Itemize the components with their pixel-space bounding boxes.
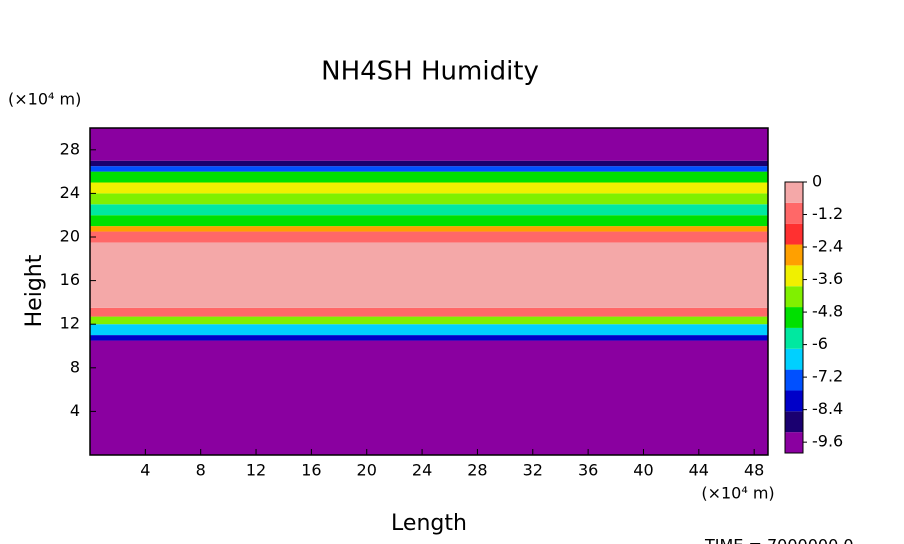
heat-band xyxy=(90,340,768,346)
x-tick-label: 8 xyxy=(196,461,206,480)
heat-band xyxy=(90,324,768,336)
colorbar-swatch xyxy=(785,244,803,266)
colorbar-swatch xyxy=(785,369,803,391)
colorbar-swatch xyxy=(785,307,803,328)
x-tick-label: 44 xyxy=(689,461,709,480)
y-axis-title: Height xyxy=(22,254,47,327)
colorbar-tick-label: -9.6 xyxy=(812,432,843,451)
y-tick-label: 16 xyxy=(60,270,80,289)
colorbar-tick-label: -4.8 xyxy=(812,302,843,321)
heat-band xyxy=(90,204,768,216)
x-tick-label: 36 xyxy=(578,461,598,480)
heat-band xyxy=(90,166,768,172)
heat-band xyxy=(90,215,768,227)
x-tick-label: 20 xyxy=(357,461,377,480)
heat-band xyxy=(90,242,768,308)
heat-band xyxy=(90,193,768,205)
heat-band xyxy=(90,171,768,183)
y-tick-label: 24 xyxy=(60,183,80,202)
colorbar-swatch xyxy=(785,411,803,433)
x-tick-label: 24 xyxy=(412,461,432,480)
y-tick-label: 4 xyxy=(70,401,80,420)
x-tick-label: 28 xyxy=(467,461,487,480)
colorbar-frame xyxy=(784,181,804,454)
chart-title: NH4SH Humidity xyxy=(321,57,539,87)
x-tick-label: 48 xyxy=(744,461,764,480)
y-tick-label: 20 xyxy=(60,227,80,246)
x-tick-label: 32 xyxy=(523,461,543,480)
colorbar-tick-label: -7.2 xyxy=(812,367,843,386)
heat-band xyxy=(90,316,768,325)
colorbar-tick-label: -1.2 xyxy=(812,204,843,223)
heat-band xyxy=(90,226,768,232)
heat-band xyxy=(90,231,768,243)
heat-band xyxy=(90,335,768,341)
y-tick-label: 8 xyxy=(70,357,80,376)
colorbar-swatch xyxy=(785,432,803,453)
colorbar-tick-label: -8.4 xyxy=(812,399,843,418)
x-tick-label: 12 xyxy=(246,461,266,480)
colorbar-tick-label: -6 xyxy=(812,334,828,353)
footer: TIME = 7000000.0 xyxy=(704,536,854,544)
colorbar-tick-label: 0 xyxy=(812,172,822,191)
heat-band xyxy=(90,182,768,194)
colorbar-swatch xyxy=(785,202,803,224)
x-axis-title: Length xyxy=(391,511,467,536)
heat-band xyxy=(90,346,768,455)
colorbar-swatch xyxy=(785,327,803,349)
colorbar-tick-label: -3.6 xyxy=(812,269,843,288)
colorbar-tick-label: -2.4 xyxy=(812,237,843,256)
heat-band xyxy=(90,160,768,167)
colorbar-swatch xyxy=(785,265,803,287)
x-tick-label: 40 xyxy=(633,461,653,480)
plot-frame xyxy=(89,127,769,456)
colorbar-swatch xyxy=(785,390,803,412)
x-unit: (×10⁴ m) xyxy=(701,484,774,503)
x-tick-label: 16 xyxy=(301,461,321,480)
y-unit: (×10⁴ m) xyxy=(8,90,81,109)
colorbar-swatch xyxy=(785,348,803,370)
heat-band xyxy=(90,307,768,317)
x-tick-label: 4 xyxy=(140,461,150,480)
colorbar-swatch xyxy=(785,182,803,203)
heat-band xyxy=(90,128,768,161)
y-tick-label: 12 xyxy=(60,314,80,333)
colorbar-swatch xyxy=(785,223,803,245)
colorbar-swatch xyxy=(785,286,803,308)
y-tick-label: 28 xyxy=(60,139,80,158)
